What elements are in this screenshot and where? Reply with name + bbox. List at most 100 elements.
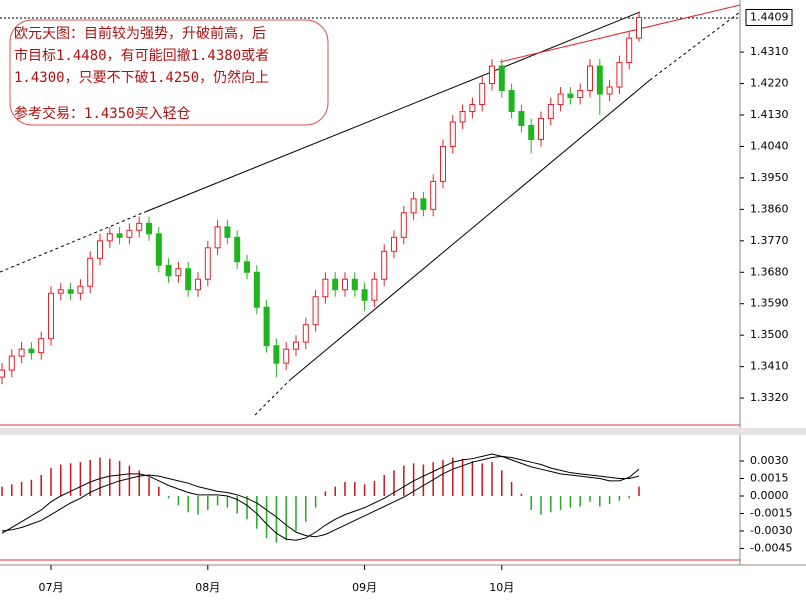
candle-body xyxy=(342,278,348,291)
macd-line xyxy=(1,453,640,541)
histogram-bar xyxy=(403,465,405,496)
histogram-bar xyxy=(412,463,415,496)
candle-body xyxy=(77,285,84,294)
histogram-bar xyxy=(109,458,111,496)
y-tick-label: 0.0015 xyxy=(750,472,789,485)
candle-body xyxy=(489,65,495,85)
y-tick-label: 1.3590 xyxy=(750,297,789,310)
candle-body xyxy=(195,278,201,291)
histogram-bar xyxy=(226,495,229,508)
candle-body xyxy=(332,278,339,291)
candle-body xyxy=(636,16,642,39)
candle-body xyxy=(18,348,25,357)
candle-body xyxy=(253,271,260,308)
histogram-bar xyxy=(187,495,189,513)
histogram-bar xyxy=(197,495,199,515)
candle-body xyxy=(146,222,152,235)
x-tick-label: 09月 xyxy=(352,581,377,594)
histogram-bar xyxy=(118,461,121,496)
histogram-bar xyxy=(363,484,366,496)
histogram-bar xyxy=(138,470,140,496)
candle-body xyxy=(8,355,15,371)
candle-body xyxy=(224,226,231,238)
y-tick-label: 1.4310 xyxy=(750,45,789,58)
histogram-bar xyxy=(373,480,376,496)
candle-body xyxy=(391,236,397,252)
candle-body xyxy=(508,90,515,112)
candle-body xyxy=(273,345,280,364)
annotation: 参考交易：1.4350买入轻仓 xyxy=(14,105,191,122)
candle-body xyxy=(567,93,574,99)
price-label-box xyxy=(745,8,793,26)
trend-line xyxy=(254,379,291,416)
candle-body xyxy=(87,257,94,287)
candle-body xyxy=(0,369,5,378)
y-tick-label: 0.0000 xyxy=(750,489,789,502)
trend-line xyxy=(144,11,641,213)
candle-body xyxy=(587,65,593,92)
candle-body xyxy=(371,278,378,301)
candle-body xyxy=(469,104,476,112)
histogram-bar xyxy=(569,495,572,508)
candle-body xyxy=(48,292,54,340)
histogram-bar xyxy=(256,495,258,529)
histogram-bar xyxy=(99,457,101,496)
histogram-bar xyxy=(30,479,33,496)
annotation-box xyxy=(9,19,329,126)
histogram-bar xyxy=(520,493,523,496)
histogram-bar xyxy=(510,482,513,496)
candle-body xyxy=(626,37,633,64)
y-tick-label: 1.3770 xyxy=(750,234,789,247)
candle-body xyxy=(57,289,64,294)
candle-body xyxy=(126,229,133,238)
histogram-bar xyxy=(344,482,346,496)
candle-body xyxy=(479,83,486,106)
candle-body xyxy=(175,268,182,277)
candle-body xyxy=(449,121,456,147)
y-tick-label: -0.0030 xyxy=(750,524,792,537)
candle-body xyxy=(28,348,35,354)
candle-body xyxy=(400,212,407,238)
histogram-bar xyxy=(324,491,327,496)
histogram-bar xyxy=(471,461,474,496)
candle-body xyxy=(185,268,192,291)
candle-body xyxy=(67,289,74,294)
histogram-bar xyxy=(354,482,356,496)
candle-body xyxy=(459,110,466,123)
histogram-bar xyxy=(481,463,483,496)
candle-body xyxy=(430,180,437,210)
histogram-bar xyxy=(275,495,278,543)
y-tick-label: 0.0030 xyxy=(750,454,789,467)
histogram-bar xyxy=(550,495,552,513)
candle-body xyxy=(106,233,113,242)
candle-body xyxy=(97,240,103,259)
trend-line xyxy=(289,79,651,381)
candle-body xyxy=(538,117,544,140)
histogram-bar xyxy=(461,458,464,496)
candle-body xyxy=(322,278,329,298)
histogram-bar xyxy=(1,486,3,496)
histogram-bar xyxy=(69,463,72,496)
y-tick-label: 1.4130 xyxy=(750,108,789,121)
candle-body xyxy=(361,289,368,301)
candle-body xyxy=(498,65,505,92)
histogram-bar xyxy=(40,475,42,496)
x-tick-label: 08月 xyxy=(195,581,220,594)
candle-body xyxy=(557,93,564,106)
candle-body xyxy=(547,104,554,119)
y-tick-label: 1.4220 xyxy=(750,77,789,90)
histogram-bar xyxy=(216,495,219,506)
y-tick-label: 1.3860 xyxy=(750,202,789,215)
histogram-bar xyxy=(236,495,238,514)
annotation: 市目标1.4480，有可能回撤1.4380或者 xyxy=(14,47,269,64)
histogram-bar xyxy=(599,495,601,507)
histogram-bar xyxy=(285,495,287,541)
histogram-bar xyxy=(559,495,562,510)
histogram-bar xyxy=(579,495,581,507)
candle-body xyxy=(244,261,250,273)
histogram-bar xyxy=(530,495,532,510)
histogram-bar xyxy=(89,459,91,496)
pane-splitter xyxy=(0,428,806,435)
histogram-bar xyxy=(314,495,317,508)
